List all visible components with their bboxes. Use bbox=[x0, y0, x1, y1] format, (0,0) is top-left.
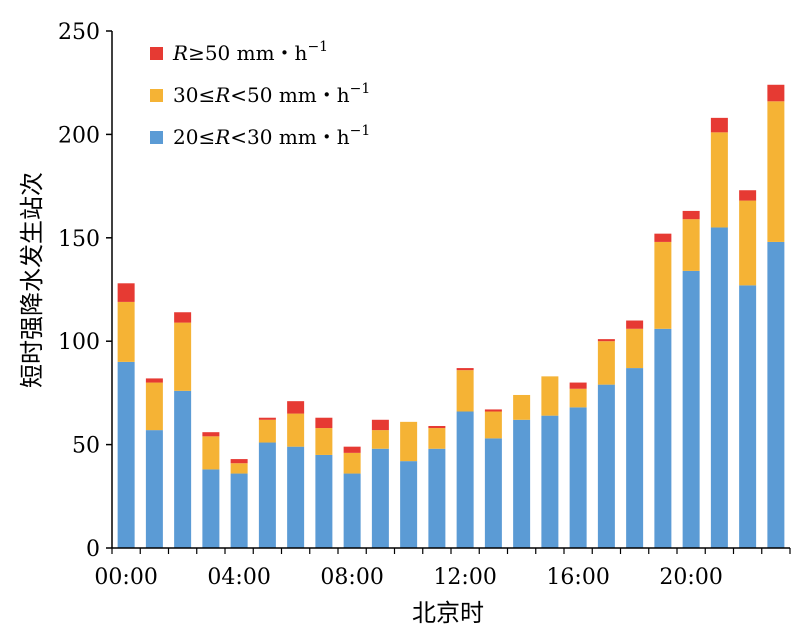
bar-segment-series0-hour03 bbox=[202, 469, 220, 548]
bar-segment-series2-hour02 bbox=[174, 312, 192, 323]
bar-segment-series2-hour07 bbox=[315, 417, 333, 429]
x-tick-label: 04:00 bbox=[207, 565, 270, 590]
bar-segment-series2-hour12 bbox=[456, 368, 474, 371]
x-tick-label: 20:00 bbox=[659, 565, 722, 590]
bar-segment-series0-hour15 bbox=[541, 415, 559, 548]
bar-segment-series1-hour02 bbox=[174, 322, 192, 391]
bar-segment-series1-hour20 bbox=[682, 219, 700, 271]
x-tick-label: 16:00 bbox=[546, 565, 609, 590]
bar-segment-series2-hour21 bbox=[710, 117, 728, 133]
bar-segment-series2-hour19 bbox=[654, 233, 672, 242]
bar-segment-series0-hour22 bbox=[739, 285, 757, 548]
bar-segment-series0-hour13 bbox=[484, 438, 502, 548]
bar-segment-series2-hour08 bbox=[343, 446, 361, 453]
bar-segment-series2-hour23 bbox=[767, 84, 785, 102]
x-tick-label: 00:00 bbox=[94, 565, 157, 590]
bar-segment-series2-hour16 bbox=[569, 382, 587, 389]
bar-segment-series0-hour23 bbox=[767, 241, 785, 548]
bar-segment-series2-hour18 bbox=[626, 320, 644, 329]
bar-segment-series1-hour11 bbox=[428, 428, 446, 449]
bar-segment-series0-hour06 bbox=[287, 446, 305, 548]
bar-segment-series0-hour20 bbox=[682, 270, 700, 548]
bar-segment-series0-hour14 bbox=[513, 419, 531, 548]
y-tick-label: 0 bbox=[86, 537, 100, 562]
bar-segment-series1-hour07 bbox=[315, 428, 333, 455]
y-tick-label: 50 bbox=[72, 434, 100, 459]
bars-layer bbox=[117, 84, 785, 548]
x-axis-title: 北京时 bbox=[412, 599, 484, 627]
bar-segment-series2-hour22 bbox=[739, 190, 757, 201]
bar-segment-series2-hour09 bbox=[371, 419, 389, 431]
bar-segment-series1-hour01 bbox=[145, 382, 163, 431]
legend: R≥50 mm・h−1 30≤R<50 mm・h−1 20≤R<30 mm・h−1 bbox=[150, 39, 370, 149]
bar-segment-series1-hour08 bbox=[343, 452, 361, 474]
bar-segment-series2-hour20 bbox=[682, 210, 700, 220]
bar-segment-series0-hour02 bbox=[174, 390, 192, 548]
bar-segment-series0-hour00 bbox=[117, 361, 135, 548]
bar-segment-series0-hour05 bbox=[258, 442, 276, 548]
bar-segment-series0-hour08 bbox=[343, 473, 361, 548]
bar-segment-series0-hour09 bbox=[371, 448, 389, 548]
bar-segment-series0-hour21 bbox=[710, 227, 728, 548]
bar-segment-series1-hour04 bbox=[230, 463, 248, 474]
bar-segment-series1-hour03 bbox=[202, 436, 220, 470]
bar-segment-series0-hour07 bbox=[315, 454, 333, 548]
legend-label: 20≤R<30 mm・h−1 bbox=[173, 123, 370, 149]
bar-segment-series1-hour15 bbox=[541, 376, 559, 416]
legend-swatch bbox=[150, 47, 163, 60]
bar-segment-series2-hour17 bbox=[597, 339, 615, 342]
bar-segment-series0-hour04 bbox=[230, 473, 248, 548]
axes-layer: 0 50 100 150 200 250 00:00 04:00 08:00 12:00 16:00… bbox=[58, 20, 791, 590]
y-axis-title: 短时强降水发生站次 bbox=[18, 172, 46, 388]
bar-segment-series0-hour12 bbox=[456, 411, 474, 548]
bar-segment-series1-hour16 bbox=[569, 388, 587, 408]
bar-segment-series1-hour00 bbox=[117, 301, 135, 362]
y-tick-label: 250 bbox=[58, 20, 100, 45]
legend-swatch bbox=[150, 131, 163, 144]
bar-segment-series2-hour01 bbox=[145, 378, 163, 383]
legend-label: 30≤R<50 mm・h−1 bbox=[173, 81, 370, 107]
bar-segment-series1-hour12 bbox=[456, 370, 474, 412]
bar-segment-series1-hour06 bbox=[287, 413, 305, 447]
bar-segment-series2-hour13 bbox=[484, 409, 502, 412]
bar-segment-series0-hour18 bbox=[626, 368, 644, 548]
x-tick-label: 08:00 bbox=[320, 565, 383, 590]
bar-segment-series0-hour17 bbox=[597, 384, 615, 548]
bar-segment-series1-hour13 bbox=[484, 411, 502, 439]
x-tick-label: 12:00 bbox=[433, 565, 496, 590]
y-tick-label: 200 bbox=[58, 123, 100, 148]
bar-segment-series2-hour06 bbox=[287, 401, 305, 414]
bar-segment-series1-hour14 bbox=[513, 394, 531, 420]
bar-segment-series1-hour05 bbox=[258, 419, 276, 443]
bar-segment-series1-hour19 bbox=[654, 241, 672, 329]
bar-segment-series1-hour09 bbox=[371, 430, 389, 449]
bar-segment-series1-hour23 bbox=[767, 101, 785, 242]
bar-segment-series0-hour01 bbox=[145, 430, 163, 548]
bar-segment-series1-hour22 bbox=[739, 200, 757, 286]
y-tick-label: 150 bbox=[58, 227, 100, 252]
y-tick-label: 100 bbox=[58, 330, 100, 355]
bar-segment-series1-hour10 bbox=[400, 421, 418, 462]
bar-segment-series1-hour17 bbox=[597, 341, 615, 385]
bar-segment-series1-hour21 bbox=[710, 132, 728, 228]
legend-label: R≥50 mm・h−1 bbox=[172, 39, 328, 65]
bar-segment-series0-hour10 bbox=[400, 461, 418, 548]
bar-segment-series2-hour04 bbox=[230, 459, 248, 464]
bar-segment-series0-hour19 bbox=[654, 328, 672, 548]
bar-segment-series0-hour11 bbox=[428, 448, 446, 548]
bar-segment-series0-hour16 bbox=[569, 407, 587, 548]
bar-segment-series2-hour03 bbox=[202, 432, 220, 437]
bar-segment-series1-hour18 bbox=[626, 328, 644, 369]
bar-segment-series2-hour00 bbox=[117, 283, 135, 302]
bar-segment-series2-hour11 bbox=[428, 425, 446, 429]
bar-segment-series2-hour05 bbox=[258, 417, 276, 420]
legend-swatch bbox=[150, 89, 163, 102]
